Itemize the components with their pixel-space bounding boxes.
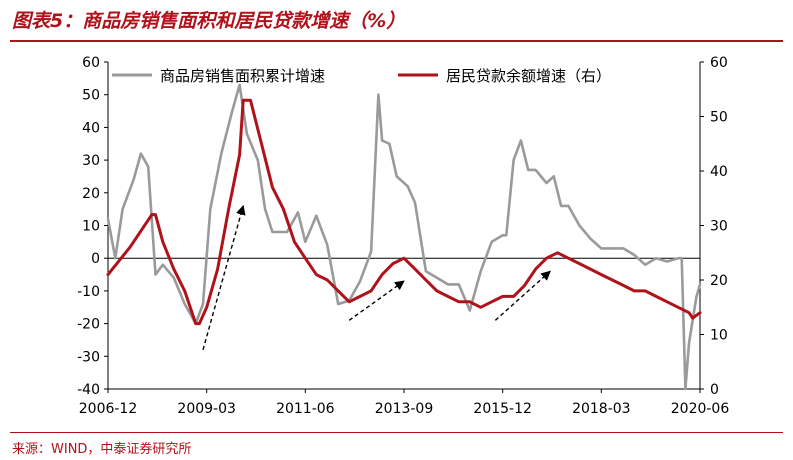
- trend-arrow: [494, 270, 551, 321]
- x-tick-label: 2006-12: [79, 401, 138, 417]
- chart: 60 50 40 30 20 10 0 -10 -20 -30 -40 60 50 40 30 20 10 0 20…: [77, 55, 729, 417]
- left-tick-label: 20: [82, 186, 100, 202]
- left-tick-label: 60: [82, 55, 100, 71]
- right-tick-label: 20: [710, 273, 728, 289]
- legend: 商品房销售面积累计增速 居民贷款余额增速（右）: [112, 67, 611, 85]
- series-line-household-loans: [106, 98, 702, 326]
- x-tick-label: 2011-06: [276, 401, 335, 417]
- x-tick-label: 2020-06: [671, 401, 730, 417]
- right-tick-label: 40: [710, 164, 728, 180]
- trend-arrow: [348, 280, 405, 321]
- left-tick-label: 40: [82, 120, 100, 136]
- trend-arrow: [202, 204, 246, 350]
- left-tick-label: -20: [77, 317, 100, 333]
- x-tick-label: 2018-03: [572, 401, 631, 417]
- right-tick-label: 30: [710, 219, 728, 235]
- x-tick-label: 2015-12: [473, 401, 532, 417]
- left-tick-label: 0: [91, 251, 100, 267]
- right-tick-label: 50: [710, 110, 728, 126]
- axes: 60 50 40 30 20 10 0 -10 -20 -30 -40 60 50 40 30 20 10 0 20…: [77, 55, 729, 417]
- plot-area: [106, 83, 702, 391]
- page-title: 图表5：商品房销售面积和居民贷款增速（%）: [12, 10, 406, 32]
- x-tick-label: 2009-03: [177, 401, 236, 417]
- source-divider: [10, 432, 783, 433]
- left-tick-label: 10: [82, 219, 100, 235]
- legend-label: 商品房销售面积累计增速: [160, 67, 325, 85]
- right-tick-label: 60: [710, 55, 728, 71]
- left-tick-label: -10: [77, 284, 100, 300]
- left-tick-label: -40: [77, 382, 100, 398]
- right-tick-label: 10: [710, 328, 728, 344]
- legend-label: 居民贷款余额增速（右）: [446, 67, 611, 85]
- right-tick-label: 0: [710, 382, 719, 398]
- left-tick-label: 50: [82, 88, 100, 104]
- source-note: 来源：WIND，中泰证券研究所: [12, 442, 192, 457]
- x-tick-label: 2013-09: [375, 401, 434, 417]
- left-tick-label: 30: [82, 153, 100, 169]
- left-tick-label: -30: [77, 349, 100, 365]
- title-divider: [10, 40, 783, 42]
- series-line-housing-sales: [106, 83, 702, 391]
